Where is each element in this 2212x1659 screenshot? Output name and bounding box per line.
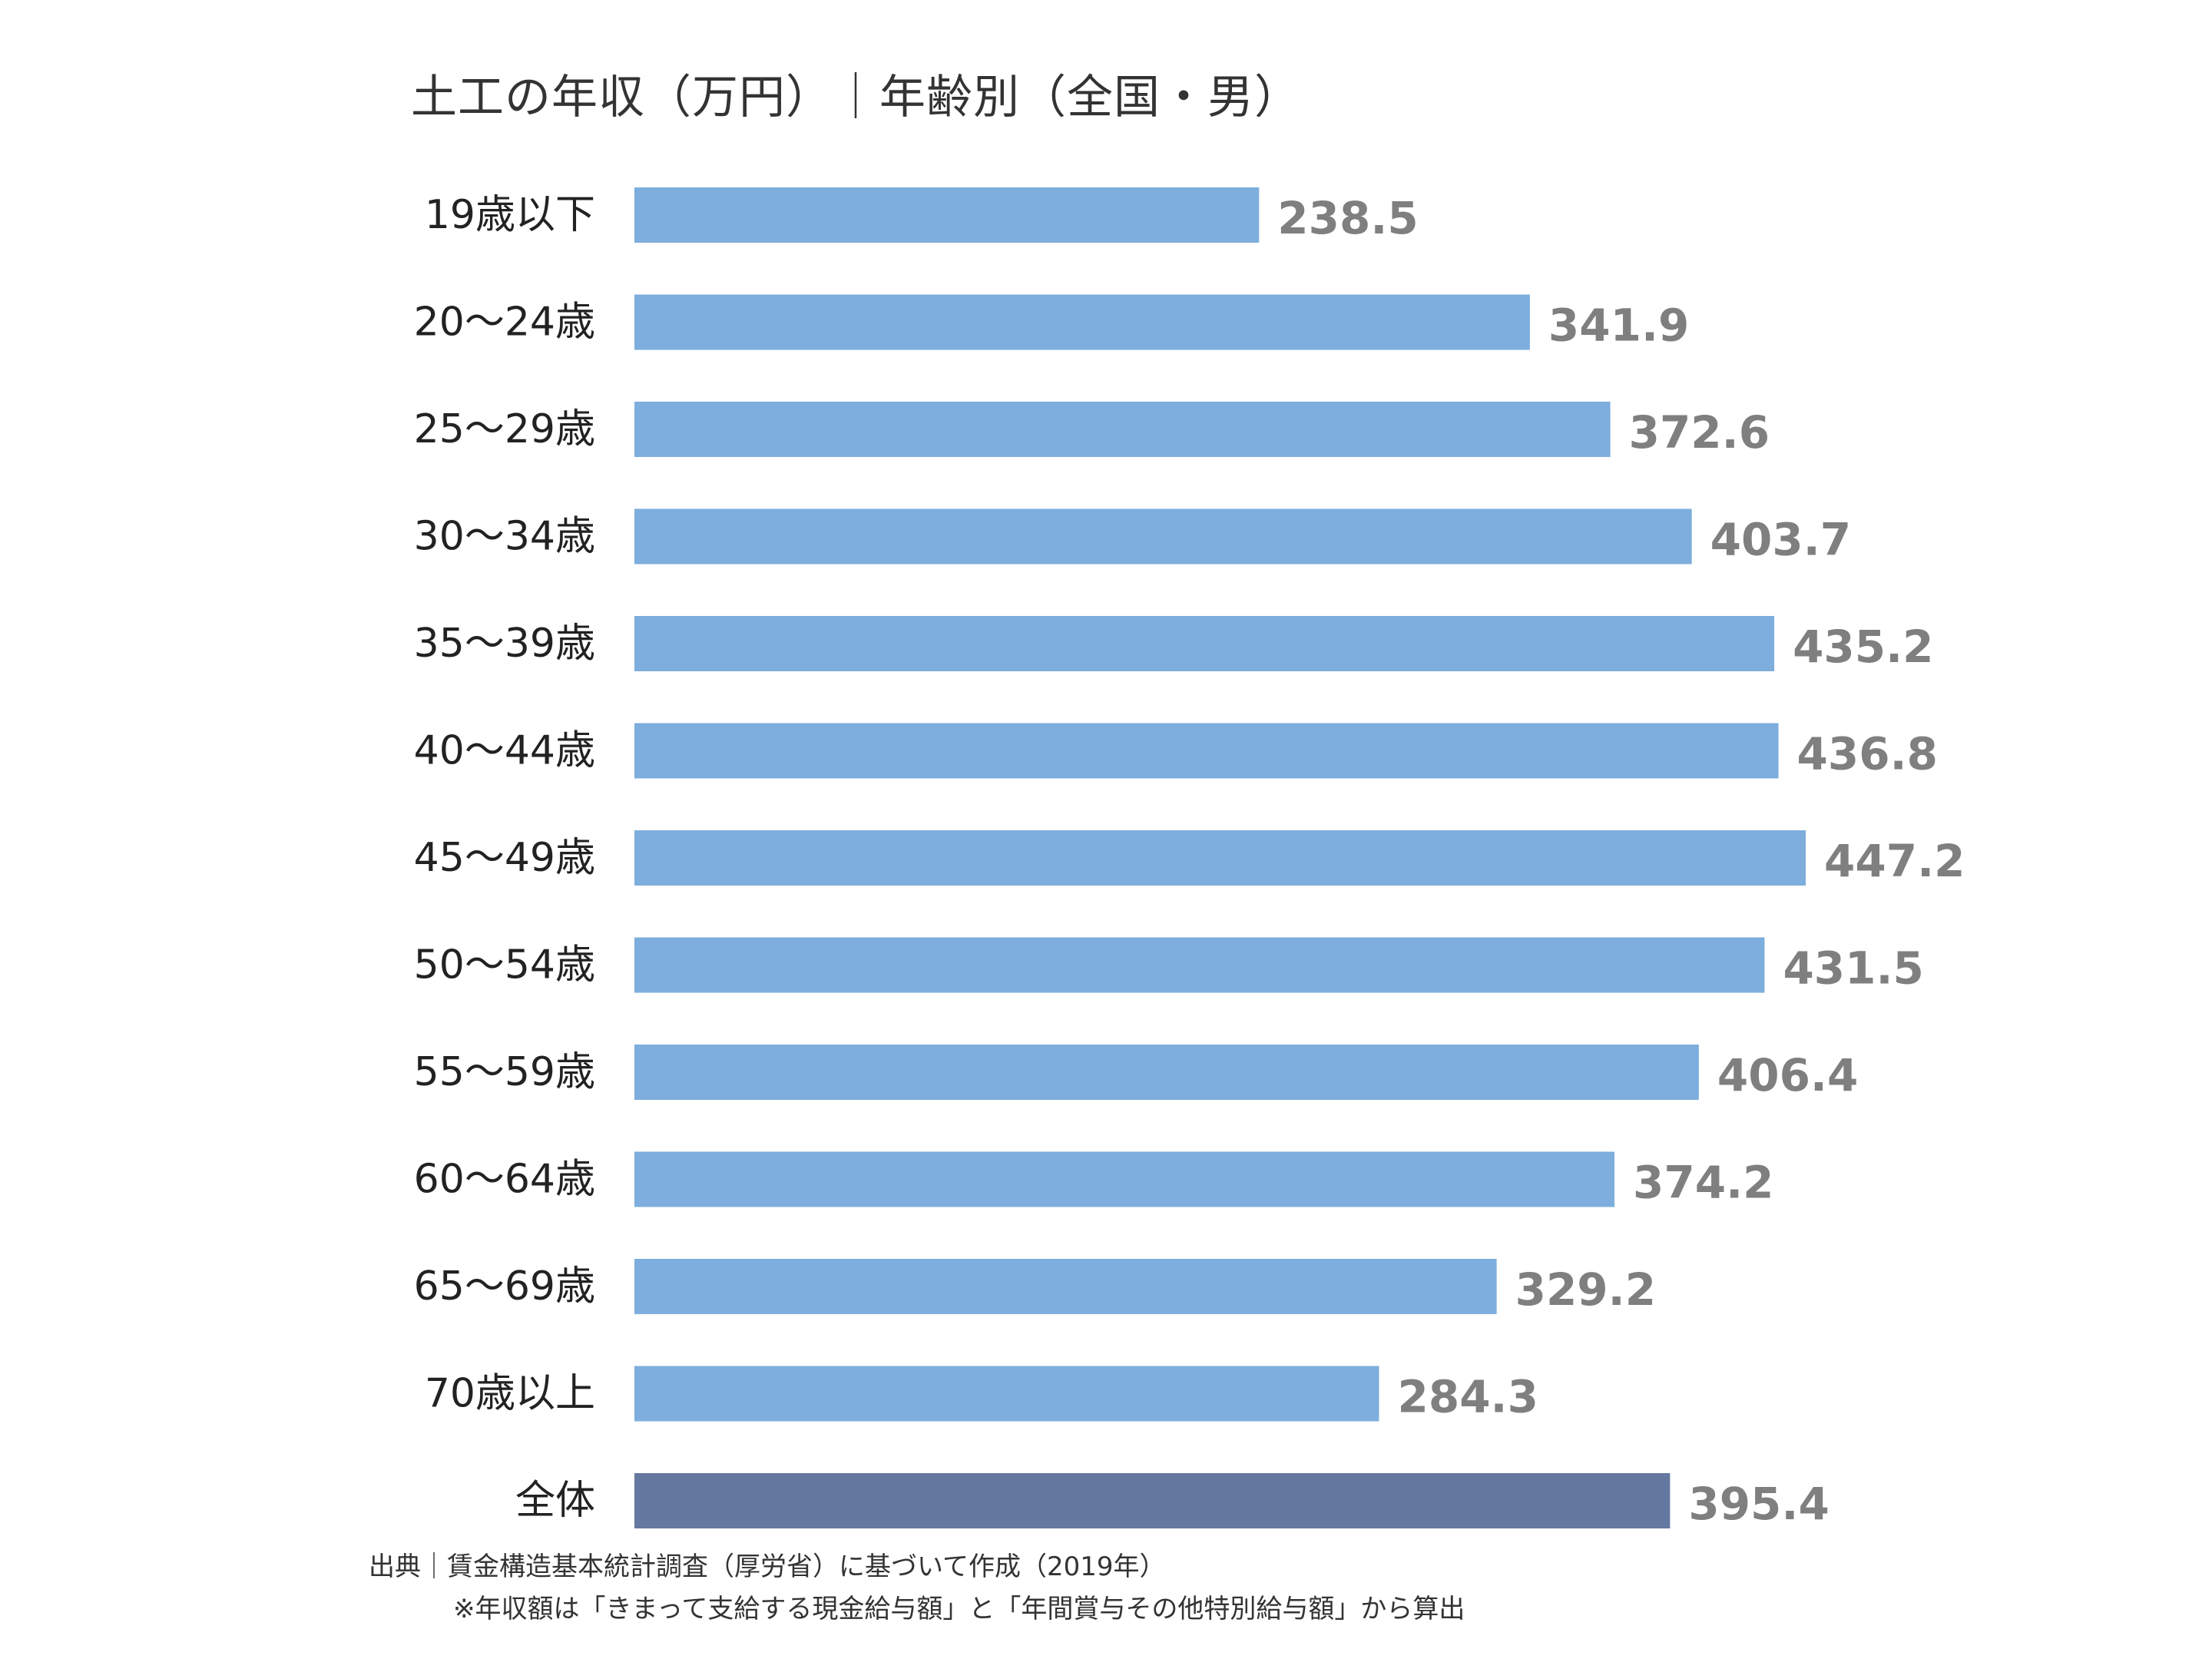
bar xyxy=(634,187,1260,243)
category-label: 40～44歳 xyxy=(414,728,595,774)
value-label: 447.2 xyxy=(1824,835,1965,887)
category-label: 50～54歳 xyxy=(414,942,595,988)
bar xyxy=(634,402,1611,457)
category-label: 全体 xyxy=(515,1478,595,1524)
bars-layer xyxy=(634,187,1806,1528)
value-label: 284.3 xyxy=(1397,1371,1538,1423)
category-label: 19歳以下 xyxy=(425,192,595,238)
category-label: 20～24歳 xyxy=(414,300,595,346)
value-label: 238.5 xyxy=(1277,192,1418,244)
bar xyxy=(634,508,1692,565)
value-label: 436.8 xyxy=(1797,728,1938,780)
value-label: 406.4 xyxy=(1717,1049,1858,1101)
category-labels: 19歳以下 20～24歳 25～29歳 30～34歳 35～39歳 40～44歳 45～49… xyxy=(414,192,595,1524)
bar xyxy=(634,1045,1699,1100)
bar xyxy=(634,1151,1615,1207)
value-label: 395.4 xyxy=(1688,1478,1829,1530)
category-label: 70歳以上 xyxy=(425,1371,595,1417)
bar-total xyxy=(634,1473,1671,1528)
bar xyxy=(634,294,1530,350)
bar xyxy=(634,830,1806,886)
category-label: 35～39歳 xyxy=(414,621,595,667)
value-labels: 238.5 341.9 372.6 403.7 435.2 436.8 447.2 431.5… xyxy=(1277,192,1965,1530)
calculation-note: ※年収額は「きまって支給する現金給与額」と「年間賞与その他特別給与額」から算出 xyxy=(453,1594,1465,1624)
value-label: 403.7 xyxy=(1710,514,1851,566)
category-label: 45～49歳 xyxy=(414,835,595,881)
category-label: 60～64歳 xyxy=(414,1157,595,1203)
bar xyxy=(634,723,1779,779)
category-label: 25～29歳 xyxy=(414,406,595,452)
value-label: 435.2 xyxy=(1793,621,1933,673)
value-label: 431.5 xyxy=(1783,942,1923,995)
value-label: 329.2 xyxy=(1515,1263,1656,1316)
value-label: 374.2 xyxy=(1633,1157,1773,1209)
value-label: 341.9 xyxy=(1548,300,1689,352)
chart-title: 土工の年収（万円）｜年齢別（全国・男） xyxy=(411,71,1301,124)
value-label: 372.6 xyxy=(1629,406,1770,459)
category-label: 30～34歳 xyxy=(414,514,595,560)
bar xyxy=(634,1366,1379,1422)
source-note: 出典｜賃金構造基本統計調査（厚労省）に基づいて作成（2019年） xyxy=(369,1551,1166,1582)
bar xyxy=(634,937,1765,993)
category-label: 55～59歳 xyxy=(414,1049,595,1095)
bar xyxy=(634,1259,1497,1314)
bar xyxy=(634,616,1775,671)
category-label: 65～69歳 xyxy=(414,1263,595,1310)
